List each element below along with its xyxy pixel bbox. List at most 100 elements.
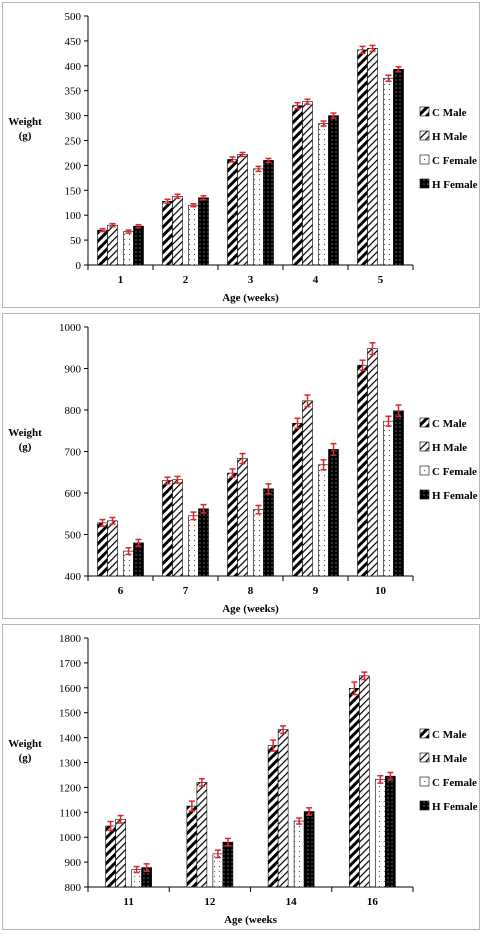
- legend-item-h-male: H Male: [419, 441, 467, 454]
- bar-h-male-14: [277, 729, 289, 888]
- legend-label: H Male: [432, 442, 467, 454]
- y-tick-label: 1100: [59, 807, 81, 819]
- x-tick-label: 14: [286, 896, 298, 908]
- error-bar-c-female-8: [255, 504, 262, 515]
- y-tick-label: 1500: [59, 708, 82, 720]
- x-tick-label: 1: [118, 274, 124, 286]
- bar-c-female-8: [253, 509, 264, 577]
- y-tick-label: 1400: [59, 733, 82, 745]
- legend-item-c-male: C Male: [419, 106, 467, 119]
- error-bar-c-male-9: [294, 417, 301, 430]
- x-axis-label: Age (weeks: [224, 914, 278, 926]
- chart-panel-weeks-6-10: 400 500 600 700 800 900 1000 6 7 8 9 10 Age (weeks) W…: [2, 313, 480, 619]
- error-bar-h-male-12: [198, 777, 205, 787]
- error-bar-c-male-14: [270, 739, 277, 752]
- x-tick-label: 6: [118, 585, 124, 597]
- y-tick-label: 1800: [59, 633, 82, 645]
- bar-h-female-14: [303, 811, 315, 888]
- error-bar-h-male-5: [369, 44, 376, 53]
- error-bar-h-male-1: [109, 222, 116, 228]
- y-tick-label: 50: [70, 235, 82, 247]
- error-bar-h-female-10: [395, 404, 402, 418]
- error-bar-h-male-9: [304, 394, 311, 408]
- error-bar-h-female-16: [387, 771, 394, 781]
- y-tick-label: 400: [65, 571, 82, 583]
- legend-item-h-female: H Female: [419, 178, 478, 191]
- bar-c-female-12: [212, 853, 224, 888]
- bar-h-female-4: [328, 115, 339, 266]
- y-tick-label: 1600: [59, 683, 82, 695]
- y-tick-label: 500: [65, 11, 82, 23]
- bar-h-female-3: [263, 160, 274, 266]
- error-bar-h-female-14: [306, 807, 313, 817]
- legend-item-c-female: C Female: [419, 776, 477, 789]
- legend-swatch: [419, 800, 430, 811]
- legend-label: C Male: [432, 729, 467, 741]
- legend-label: C Female: [432, 155, 477, 167]
- error-bar-c-female-14: [296, 817, 303, 825]
- error-bar-c-female-4: [320, 120, 327, 127]
- x-tick-label: 2: [183, 274, 189, 286]
- bar-c-female-1: [123, 231, 134, 266]
- x-tick-label: 11: [123, 896, 133, 908]
- y-tick-label: 150: [65, 185, 82, 197]
- legend-swatch: [419, 465, 430, 476]
- bar-h-male-16: [359, 675, 370, 888]
- bar-h-female-1: [133, 225, 144, 266]
- error-bar-h-male-14: [280, 725, 287, 735]
- bar-h-female-7: [198, 508, 209, 577]
- legend-item-h-female: H Female: [419, 489, 478, 502]
- error-bar-c-male-16: [351, 681, 358, 696]
- error-bar-c-male-10: [359, 359, 366, 371]
- x-axis-label: Age (weeks): [222, 603, 279, 615]
- legend-swatch: [419, 752, 430, 763]
- error-bar-c-male-7: [164, 476, 171, 485]
- error-bar-h-female-5: [395, 66, 402, 73]
- legend-swatch: [419, 178, 430, 189]
- error-bar-h-female-12: [224, 837, 231, 847]
- bar-h-male-4: [302, 101, 313, 266]
- y-axis-label: (g): [19, 441, 32, 453]
- error-bar-h-female-11: [143, 863, 150, 873]
- error-bar-h-male-10: [369, 342, 376, 356]
- y-tick-label: 700: [65, 447, 82, 459]
- y-tick-label: 1200: [59, 782, 82, 794]
- error-bar-c-female-10: [385, 415, 392, 427]
- y-axis-label: Weight: [8, 427, 42, 439]
- legend-label: H Female: [432, 179, 478, 191]
- error-bar-c-male-1: [99, 227, 106, 233]
- x-tick-label: 5: [378, 274, 384, 286]
- bar-c-male-6: [97, 522, 108, 577]
- legend-swatch: [419, 489, 430, 500]
- y-axis-label: Weight: [8, 738, 42, 750]
- y-tick-label: 600: [65, 488, 82, 500]
- error-bar-h-female-7: [200, 503, 207, 514]
- x-tick-label: 8: [248, 585, 254, 597]
- bar-c-male-12: [186, 805, 198, 888]
- bar-h-female-10: [393, 410, 404, 577]
- bar-chart: 800 900 1000 1100 1200 1300 1400 1500 1600 1700 18…: [8, 633, 478, 926]
- error-bar-c-male-2: [164, 198, 171, 204]
- error-bar-c-female-1: [125, 229, 132, 234]
- legend-label: C Male: [432, 107, 467, 119]
- legend-label: H Female: [432, 801, 478, 813]
- legend-item-c-male: C Male: [419, 728, 467, 741]
- bar-c-male-11: [105, 825, 116, 888]
- legend-swatch: [419, 417, 430, 428]
- bar-h-female-5: [393, 68, 404, 266]
- legend-swatch: [419, 154, 430, 165]
- error-bar-c-male-11: [107, 820, 114, 832]
- error-bar-h-female-4: [330, 112, 337, 119]
- error-bar-c-male-8: [229, 468, 236, 478]
- error-bar-c-female-2: [190, 202, 197, 208]
- error-bar-c-male-4: [294, 101, 301, 110]
- error-bar-h-female-6: [135, 538, 142, 547]
- bar-c-male-9: [292, 422, 303, 577]
- error-bar-h-female-3: [265, 157, 272, 164]
- y-tick-label: 100: [65, 210, 82, 222]
- bar-c-female-5: [383, 77, 394, 266]
- bar-h-male-11: [115, 818, 126, 888]
- bar-c-female-2: [188, 204, 199, 266]
- y-tick-label: 0: [76, 260, 82, 272]
- error-bar-h-male-2: [174, 193, 181, 200]
